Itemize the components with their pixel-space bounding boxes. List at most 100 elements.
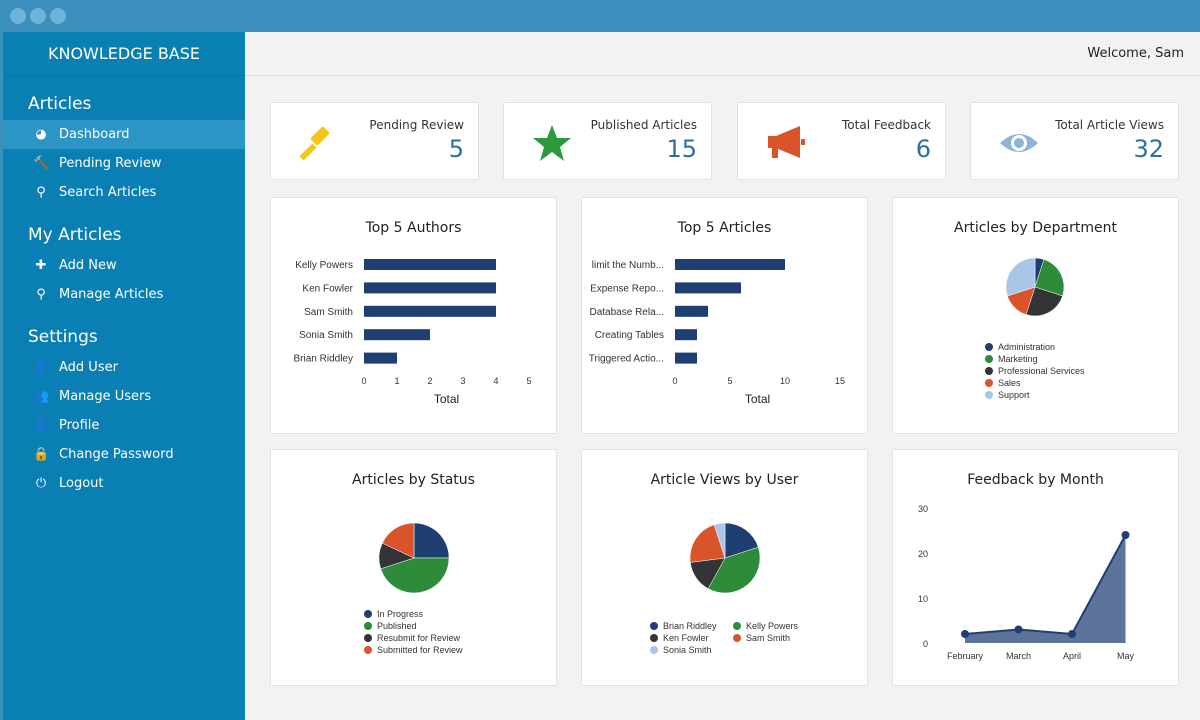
bar <box>675 305 708 317</box>
y-tick-label: 30 <box>918 504 928 514</box>
sidebar-item-pending-review[interactable]: 🔨 Pending Review <box>3 149 245 178</box>
legend-swatch <box>650 646 658 654</box>
sidebar-item-search-articles[interactable]: ⚲ Search Articles <box>3 178 245 207</box>
stat-value: 32 <box>1133 135 1164 163</box>
bar <box>675 259 785 270</box>
bar-label: Triggered Actio... <box>589 354 664 365</box>
sidebar-item-logout[interactable]: ⏻ Logout <box>3 469 245 498</box>
bar-label: Kelly Powers <box>295 260 353 271</box>
pie-slice <box>381 522 415 559</box>
gavel-icon: 🔨 <box>33 156 50 171</box>
stat-card-total-feedback[interactable]: Total Feedback 6 <box>737 102 946 180</box>
bar <box>364 352 397 364</box>
chart-card: Top 5 Authors Kelly Powers Ken Fowler Sam S… <box>270 197 557 434</box>
bar-label: Brian Riddley <box>294 354 353 365</box>
pie-slice <box>1005 257 1036 297</box>
pie-slice <box>1025 286 1063 317</box>
pie-slice <box>707 546 761 594</box>
y-tick-label: 10 <box>918 594 928 604</box>
x-tick-label: 1 <box>394 376 399 386</box>
stat-value: 6 <box>915 135 931 163</box>
bar <box>364 282 496 294</box>
sidebar-item-add-user[interactable]: 👤 Add User <box>3 353 245 382</box>
x-tick-label: May <box>1117 651 1135 661</box>
bar-label: Database Rela... <box>590 307 665 318</box>
legend-label: Ken Fowler <box>663 633 709 643</box>
main: Welcome, Sam Pending Review 5 Published Ar… <box>245 32 1200 720</box>
sidebar-item-dashboard[interactable]: ◕ Dashboard <box>3 120 245 149</box>
stat-value: 5 <box>448 135 464 163</box>
x-tick-label: March <box>1006 651 1031 661</box>
chart-svg: Administration Marketing Professional Serv… <box>985 257 1085 400</box>
app-title: KNOWLEDGE BASE <box>3 32 245 76</box>
window-dot[interactable] <box>50 8 66 24</box>
x-tick-label: 10 <box>780 376 790 386</box>
pie-slice <box>413 522 450 559</box>
data-point <box>1068 630 1076 638</box>
pie-slice <box>380 557 450 594</box>
legend-swatch <box>985 367 993 375</box>
bar-label: Expense Repo... <box>590 283 664 294</box>
chart-card: Feedback by Month 0 10 20 30 February March Apr… <box>892 449 1179 686</box>
bar <box>675 329 697 341</box>
chart-title: Top 5 Authors <box>365 220 462 236</box>
x-tick-label: 15 <box>835 376 845 386</box>
sidebar-item-label: Search Articles <box>59 185 157 200</box>
legend-swatch <box>650 622 658 630</box>
bar <box>364 305 496 317</box>
window-dot[interactable] <box>10 8 26 24</box>
data-point <box>1014 625 1023 634</box>
legend-label: Kelly Powers <box>746 621 799 631</box>
sidebar-item-profile[interactable]: 👤 Profile <box>3 411 245 440</box>
sidebar-item-change-password[interactable]: 🔒 Change Password <box>3 440 245 469</box>
chart-svg: 0 10 20 30 February March April May <box>918 504 1135 661</box>
lock-icon: 🔒 <box>33 447 50 462</box>
search-icon: ⚲ <box>36 185 46 200</box>
legend-swatch <box>364 634 372 642</box>
sidebar: KNOWLEDGE BASE Articles ◕ Dashboard 🔨 Pendin… <box>3 32 245 720</box>
sidebar-item-add-new[interactable]: ✚ Add New <box>3 251 245 280</box>
bar <box>364 329 430 341</box>
legend-label: Brian Riddley <box>663 621 717 631</box>
x-tick-label: 3 <box>460 376 465 386</box>
legend-swatch <box>985 391 993 399</box>
window-controls <box>10 8 66 24</box>
legend-swatch <box>364 610 372 618</box>
stat-card-published-articles[interactable]: Published Articles 15 <box>503 102 712 180</box>
stat-label: Published Articles <box>590 118 697 132</box>
stat-label: Total Article Views <box>1055 118 1164 132</box>
x-tick-label: April <box>1063 651 1081 661</box>
sidebar-item-manage-articles[interactable]: ⚲ Manage Articles <box>3 280 245 309</box>
x-axis-label: Total <box>434 392 459 406</box>
legend-label: Published <box>377 621 417 631</box>
stat-label: Pending Review <box>369 118 464 132</box>
stat-card-total-article-views[interactable]: Total Article Views 32 <box>970 102 1179 180</box>
legend-swatch <box>985 343 993 351</box>
stat-label: Total Feedback <box>842 118 931 132</box>
x-tick-label: 5 <box>727 376 732 386</box>
stat-card-pending-review[interactable]: Pending Review 5 <box>270 102 479 180</box>
chart-title: Feedback by Month <box>967 472 1104 488</box>
legend-label: Sales <box>998 378 1021 388</box>
sidebar-item-manage-users[interactable]: 👥 Manage Users <box>3 382 245 411</box>
sidebar-item-label: Profile <box>59 418 100 433</box>
area-line <box>964 534 1127 636</box>
legend-label: Marketing <box>998 354 1038 364</box>
bar <box>675 282 741 294</box>
legend-swatch <box>364 646 372 654</box>
legend-swatch <box>733 622 741 630</box>
dashboard-icon: ◕ <box>35 127 47 142</box>
plus-icon: ✚ <box>35 258 47 273</box>
legend-label: Support <box>998 390 1030 400</box>
chart-card: Top 5 Articles limit the Numb... Expense R… <box>581 197 868 434</box>
chart-title: Article Views by User <box>650 472 799 488</box>
window-dot[interactable] <box>30 8 46 24</box>
legend-swatch <box>985 379 993 387</box>
chart-svg: Kelly Powers Ken Fowler Sam Smith Sonia Smi… <box>294 259 532 406</box>
x-axis-label: Total <box>745 392 770 406</box>
legend-swatch <box>733 634 741 642</box>
sidebar-section-title: Articles <box>28 94 92 114</box>
chart-card: Article Views by User Brian Riddley Kelly … <box>581 449 868 686</box>
area-fill <box>965 535 1126 643</box>
sidebar-section-title: Settings <box>28 327 98 347</box>
